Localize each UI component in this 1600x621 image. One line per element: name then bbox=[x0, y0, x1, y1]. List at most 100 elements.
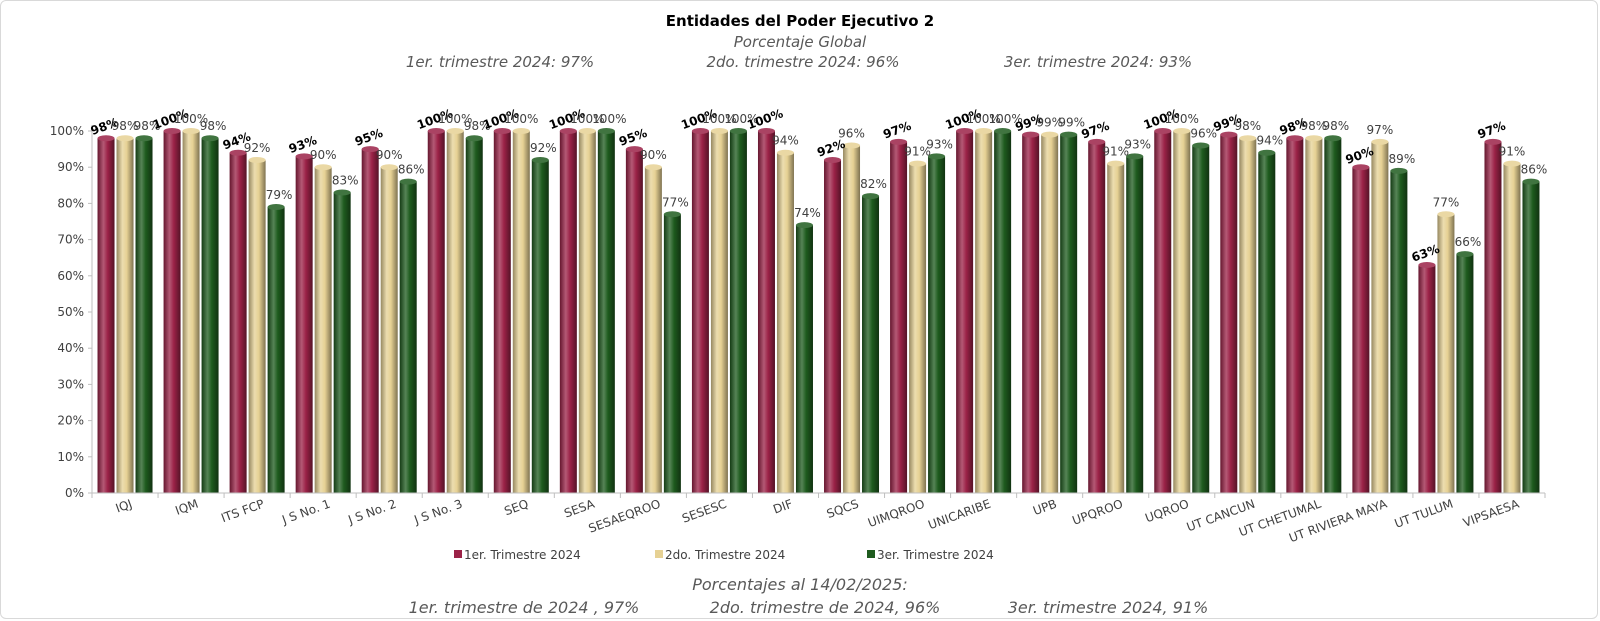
bar bbox=[333, 189, 351, 494]
legend-item: 2do. Trimestre 2024 bbox=[655, 548, 785, 562]
legend-label: 2do. Trimestre 2024 bbox=[665, 548, 785, 562]
bar-body bbox=[1456, 254, 1474, 493]
bar bbox=[1192, 142, 1210, 494]
bar bbox=[1060, 131, 1078, 493]
y-tick-label: 30% bbox=[57, 377, 84, 391]
y-tick-label: 60% bbox=[57, 269, 84, 283]
x-tick-label: SEQ bbox=[502, 497, 530, 519]
quarter-note-3: 3er. trimestre 2024: 93% bbox=[1004, 53, 1192, 71]
bar-body bbox=[1522, 181, 1540, 493]
bar-top bbox=[229, 149, 247, 156]
data-label: 100% bbox=[1165, 112, 1199, 126]
bars-group bbox=[97, 128, 1540, 494]
x-tick-label: SESESC bbox=[680, 497, 728, 526]
data-label: 86% bbox=[398, 163, 425, 177]
bar-top bbox=[163, 128, 181, 134]
data-label: 98% bbox=[464, 119, 491, 133]
data-label: 91% bbox=[904, 145, 931, 159]
data-label: 96% bbox=[1190, 126, 1217, 140]
bar-body bbox=[862, 196, 880, 493]
bar bbox=[625, 146, 643, 493]
y-tick-label: 0% bbox=[65, 486, 84, 500]
legend-swatch bbox=[454, 550, 462, 558]
bar-body bbox=[729, 131, 747, 493]
bar bbox=[182, 128, 200, 493]
bar bbox=[663, 211, 681, 493]
bar bbox=[380, 164, 398, 493]
bar-body bbox=[757, 131, 775, 493]
data-label: 98% bbox=[112, 119, 139, 133]
data-label: 90% bbox=[310, 148, 337, 162]
bar bbox=[201, 135, 219, 494]
bar-body bbox=[824, 159, 842, 493]
bar bbox=[890, 138, 908, 494]
bar-body bbox=[1220, 134, 1238, 493]
data-label: 100% bbox=[702, 112, 736, 126]
bar-body bbox=[1258, 152, 1276, 493]
bar bbox=[295, 153, 313, 493]
x-tick-label: SESA bbox=[562, 496, 597, 520]
bar-body bbox=[663, 214, 681, 493]
bar bbox=[465, 135, 483, 494]
bar bbox=[493, 128, 511, 493]
data-label: 82% bbox=[860, 177, 887, 191]
bar bbox=[1154, 128, 1172, 493]
bar bbox=[909, 160, 927, 493]
bar-body bbox=[116, 138, 134, 494]
bar-top bbox=[267, 204, 285, 211]
data-label: 63% bbox=[1410, 242, 1442, 265]
bar bbox=[1107, 160, 1125, 493]
bar-body bbox=[1305, 138, 1323, 494]
bar-top bbox=[1088, 138, 1106, 145]
bar-top bbox=[380, 164, 398, 171]
data-label: 74% bbox=[794, 206, 821, 220]
bar-body bbox=[427, 131, 445, 493]
data-label: 98% bbox=[1323, 119, 1350, 133]
y-tick-label: 80% bbox=[57, 196, 84, 210]
bar-top bbox=[1126, 153, 1144, 160]
bar-top bbox=[531, 156, 549, 163]
legend: 1er. Trimestre 2024 2do. Trimestre 2024 3e… bbox=[454, 548, 994, 562]
data-label: 100% bbox=[438, 112, 472, 126]
data-label: 100% bbox=[724, 112, 758, 126]
x-tick-label: SQCS bbox=[825, 497, 861, 521]
bar bbox=[116, 135, 134, 494]
data-label: 100% bbox=[504, 112, 538, 126]
bar-top bbox=[1286, 135, 1304, 142]
bar-body bbox=[1088, 141, 1106, 494]
bar bbox=[1022, 131, 1040, 493]
data-label: 99% bbox=[1058, 116, 1085, 130]
bar-body bbox=[361, 149, 379, 493]
bar bbox=[578, 128, 596, 493]
y-tick-label: 40% bbox=[57, 341, 84, 355]
data-label: 97% bbox=[1367, 123, 1394, 137]
bar-body bbox=[1286, 138, 1304, 494]
bar-top bbox=[1390, 167, 1408, 174]
bar bbox=[824, 156, 842, 493]
bar bbox=[710, 128, 728, 493]
bar bbox=[163, 128, 181, 493]
bar bbox=[1258, 149, 1276, 493]
bar-body bbox=[1418, 264, 1436, 493]
bar-body bbox=[559, 131, 577, 493]
bar bbox=[531, 156, 549, 493]
bar bbox=[399, 178, 417, 493]
data-label: 92% bbox=[244, 141, 271, 155]
bar-body bbox=[1173, 131, 1191, 493]
data-label: 86% bbox=[1521, 163, 1548, 177]
x-tick-label: IQM bbox=[173, 497, 200, 518]
bar bbox=[862, 193, 880, 493]
bar bbox=[843, 142, 861, 494]
data-label: 94% bbox=[1256, 134, 1283, 148]
data-label: 100% bbox=[988, 112, 1022, 126]
x-tick-label: J S No. 1 bbox=[279, 497, 332, 528]
bar-top bbox=[663, 211, 681, 218]
bar bbox=[1286, 135, 1304, 494]
bar bbox=[1173, 128, 1191, 493]
bar-body bbox=[644, 167, 662, 493]
bar-body bbox=[163, 131, 181, 493]
data-label: 99% bbox=[1036, 116, 1063, 130]
bar-top bbox=[1503, 160, 1521, 167]
bar bbox=[1305, 135, 1323, 494]
data-label: 100% bbox=[570, 112, 604, 126]
